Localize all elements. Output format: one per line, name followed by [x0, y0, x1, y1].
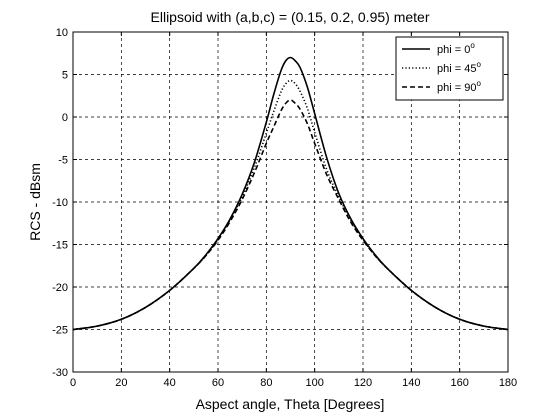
x-tick-label: 60 — [212, 377, 224, 389]
y-tick-label: -15 — [52, 240, 68, 252]
y-tick-label: -25 — [52, 325, 68, 337]
y-tick-label: 0 — [62, 112, 68, 124]
x-tick-label: 140 — [402, 377, 420, 389]
legend-label-text: phi = 90 — [437, 82, 476, 94]
legend-degree-sup: o — [476, 79, 481, 88]
x-tick-label: 80 — [260, 377, 272, 389]
axis-ticks: 0 20 40 60 80 100 120 140 160 180 10 5 0 -5 -10 -15 -20 -… — [52, 27, 517, 389]
x-tick-label: 20 — [115, 377, 127, 389]
series-line-2 — [72, 99, 509, 331]
x-tick-label: 0 — [70, 377, 76, 389]
legend-label: phi = 0o — [437, 41, 475, 56]
y-tick-label: -10 — [52, 197, 68, 209]
y-tick-label: 10 — [56, 27, 68, 39]
series-group — [72, 56, 509, 331]
y-tick-label: -20 — [52, 282, 68, 294]
legend-label: phi = 45o — [437, 60, 481, 75]
legend-degree-sup: o — [470, 41, 475, 50]
x-tick-label: 120 — [354, 377, 372, 389]
legend-degree-sup: o — [476, 60, 481, 69]
chart-title: Ellipsoid with (a,b,c) = (0.15, 0.2, 0.9… — [151, 9, 430, 25]
legend-label-text: phi = 0 — [437, 44, 470, 56]
y-tick-label: 5 — [62, 70, 68, 82]
y-axis-label: RCS - dBsm — [27, 163, 43, 241]
x-tick-label: 100 — [305, 377, 323, 389]
x-tick-label: 160 — [450, 377, 468, 389]
legend-label: phi = 90o — [437, 79, 481, 94]
x-tick-label: 40 — [164, 377, 176, 389]
x-axis-label: Aspect angle, Theta [Degrees] — [196, 396, 385, 412]
y-tick-label: -30 — [52, 367, 68, 379]
x-tick-label: 180 — [499, 377, 517, 389]
legend-box — [395, 36, 504, 101]
y-tick-label: -5 — [58, 155, 68, 167]
legend-label-text: phi = 45 — [437, 63, 476, 75]
